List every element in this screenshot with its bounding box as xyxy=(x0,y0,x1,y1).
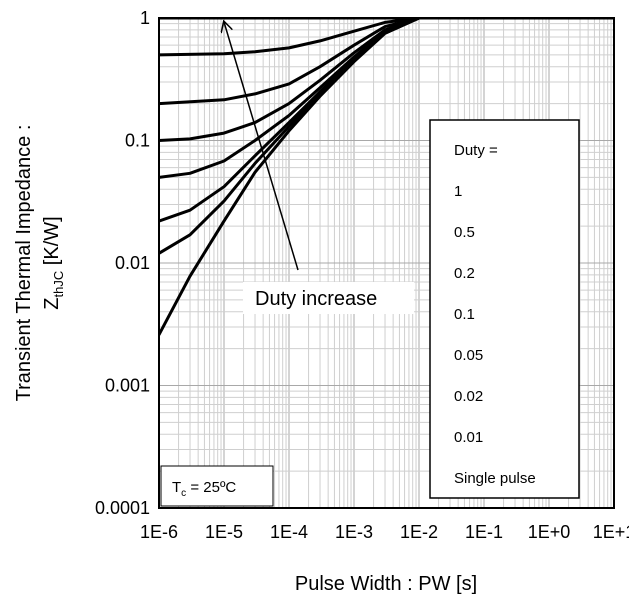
legend: Duty = 1 0.5 0.2 0.1 0.05 0.02 0.01 Single puls… xyxy=(429,119,580,499)
legend-entries: 1 0.5 0.2 0.1 0.05 0.02 0.01 Single pulse xyxy=(454,183,536,487)
series-line xyxy=(159,18,614,337)
x-tick-label: 1E-2 xyxy=(400,522,438,542)
legend-entry: Single pulse xyxy=(454,470,536,487)
duty-increase-label-bg xyxy=(243,282,414,314)
x-tick-labels: 1E-6 1E-5 1E-4 1E-3 1E-2 1E-1 1E+0 1E+1 xyxy=(140,522,629,542)
y-axis-label-unit: [K/W] xyxy=(41,216,63,270)
tc-rest: = 25ºC xyxy=(186,479,236,496)
legend-entry: 0.5 xyxy=(454,224,475,241)
legend-entry: 0.01 xyxy=(454,429,483,446)
tc-t: T xyxy=(172,479,181,496)
case-temperature-box xyxy=(160,465,274,507)
tc-sub: c xyxy=(181,488,186,499)
x-tick-label: 1E+1 xyxy=(593,522,629,542)
duty-increase-label: Duty increase xyxy=(255,288,377,310)
case-temperature-note: Tc = 25ºC xyxy=(160,465,274,507)
plot-frame xyxy=(158,17,615,509)
legend-entry: 0.1 xyxy=(454,306,475,323)
y-tick-label: 0.001 xyxy=(105,376,150,396)
x-tick-label: 1E+0 xyxy=(528,522,571,542)
x-tick-label: 1E-5 xyxy=(205,522,243,542)
legend-entry: 0.05 xyxy=(454,347,483,364)
y-tick-labels: 0.0001 0.001 0.01 0.1 1 xyxy=(95,8,150,518)
x-tick-label: 1E-3 xyxy=(335,522,373,542)
y-axis-label-sub: thJC xyxy=(51,271,66,298)
y-axis-label-line2: ZthJC [K/W] xyxy=(41,216,66,309)
duty-increase-annotation: Duty increase xyxy=(224,22,414,314)
x-tick-label: 1E-6 xyxy=(140,522,178,542)
legend-box xyxy=(429,119,580,499)
x-axis-label: Pulse Width : PW [s] xyxy=(295,573,477,595)
x-tick-label: 1E-1 xyxy=(465,522,503,542)
y-axis-label-z: Z xyxy=(41,297,63,309)
duty-increase-arrow xyxy=(224,22,299,271)
y-axis-label: Transient Thermal Impedance : ZthJC [K/W… xyxy=(13,125,66,402)
curves xyxy=(159,18,614,337)
legend-header: Duty = xyxy=(454,142,498,159)
y-axis-label-line1: Transient Thermal Impedance : xyxy=(13,125,35,402)
y-tick-label: 1 xyxy=(140,8,150,28)
y-tick-label: 0.1 xyxy=(125,131,150,151)
y-tick-label: 0.0001 xyxy=(95,498,150,518)
legend-entry: 1 xyxy=(454,183,462,200)
x-tick-label: 1E-4 xyxy=(270,522,308,542)
case-temperature-text: Tc = 25ºC xyxy=(172,479,236,499)
y-tick-label: 0.01 xyxy=(115,253,150,273)
legend-entry: 0.2 xyxy=(454,265,475,282)
legend-entry: 0.02 xyxy=(454,388,483,405)
